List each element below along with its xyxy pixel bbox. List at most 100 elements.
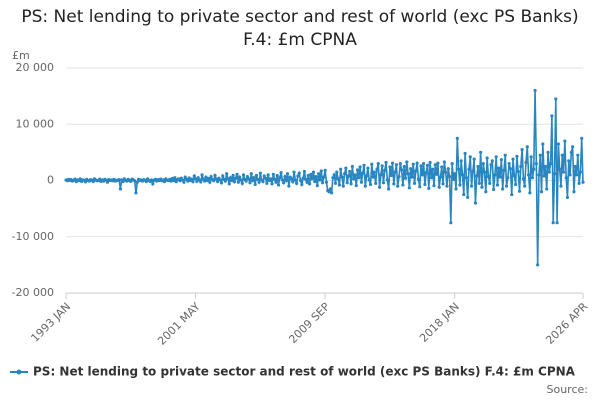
point: [336, 177, 340, 181]
point: [414, 169, 418, 173]
point: [261, 180, 265, 184]
point: [432, 183, 436, 188]
point: [464, 176, 468, 180]
point: [149, 178, 154, 182]
point: [457, 167, 461, 171]
point: [453, 172, 457, 176]
point: [355, 168, 360, 172]
point: [406, 172, 410, 176]
point: [411, 162, 415, 166]
point: [536, 263, 540, 267]
point: [190, 177, 194, 181]
point: [524, 160, 528, 165]
point: [462, 192, 466, 197]
point: [337, 183, 342, 187]
point: [418, 185, 422, 189]
point: [319, 169, 323, 173]
point: [396, 184, 400, 188]
point: [248, 181, 252, 185]
point: [340, 175, 344, 179]
point: [529, 155, 533, 159]
point: [445, 184, 449, 188]
point: [516, 169, 520, 174]
point: [444, 170, 448, 174]
point: [498, 175, 502, 179]
point: [576, 153, 580, 157]
point: [534, 162, 538, 166]
point: [285, 172, 290, 176]
point: [292, 170, 296, 174]
point: [387, 187, 391, 191]
point: [521, 177, 525, 181]
point: [528, 191, 532, 195]
point: [240, 181, 244, 185]
point: [434, 172, 439, 176]
point: [502, 168, 506, 172]
point: [392, 182, 396, 186]
point: [372, 170, 376, 174]
point: [547, 170, 551, 174]
point: [249, 172, 253, 176]
point: [182, 180, 186, 184]
point: [236, 180, 240, 184]
point: [511, 157, 515, 161]
point: [258, 171, 262, 175]
legend-marker: [16, 369, 22, 375]
point: [526, 173, 531, 177]
point: [344, 166, 348, 170]
point: [353, 173, 357, 177]
point: [216, 180, 220, 184]
point: [219, 181, 224, 185]
point: [532, 167, 536, 171]
point: [73, 177, 77, 181]
point: [393, 170, 397, 174]
point: [460, 173, 465, 177]
point: [339, 167, 343, 171]
point: [405, 160, 409, 164]
point: [419, 164, 423, 168]
point: [499, 158, 503, 162]
point: [225, 172, 229, 176]
point: [320, 181, 325, 185]
point: [195, 179, 199, 183]
point: [384, 160, 388, 165]
point: [206, 176, 211, 181]
point: [324, 180, 329, 184]
point: [472, 157, 476, 161]
point: [438, 175, 443, 179]
point: [105, 180, 110, 184]
point: [463, 151, 467, 156]
point: [555, 221, 559, 225]
x-tick-label: 2018 JAN: [417, 300, 462, 345]
point: [133, 179, 137, 183]
point: [469, 184, 474, 188]
point: [305, 180, 309, 184]
point: [178, 179, 182, 183]
point: [118, 187, 123, 191]
point: [495, 183, 500, 187]
point: [561, 170, 566, 174]
point: [214, 177, 218, 181]
point: [187, 176, 191, 180]
point: [191, 180, 195, 184]
point: [121, 180, 125, 184]
point: [291, 180, 295, 184]
point: [388, 165, 392, 169]
point: [253, 182, 257, 187]
point: [365, 174, 369, 178]
point: [362, 163, 366, 167]
point: [504, 184, 509, 188]
point: [357, 176, 361, 180]
point: [171, 178, 176, 183]
point: [332, 173, 336, 177]
point: [282, 181, 286, 185]
point: [491, 187, 496, 192]
point: [514, 182, 518, 187]
point: [327, 190, 331, 194]
point: [298, 178, 303, 183]
point: [331, 176, 335, 180]
point: [508, 167, 513, 171]
point: [323, 168, 327, 172]
y-axis-label: £m: [12, 49, 30, 62]
